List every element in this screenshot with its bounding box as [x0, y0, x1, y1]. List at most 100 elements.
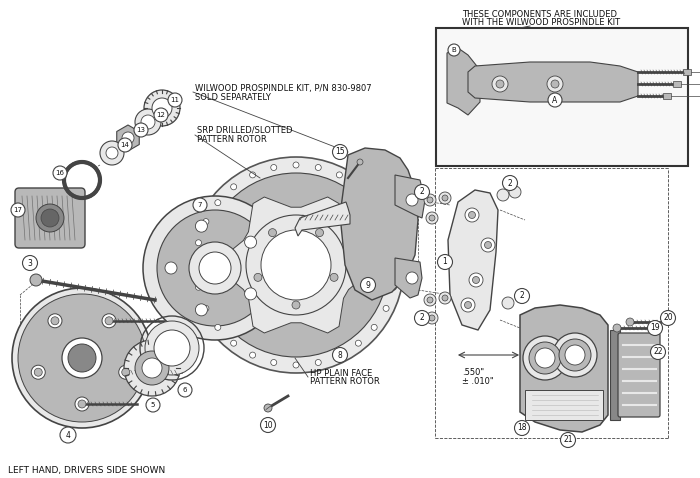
Text: PATTERN ROTOR: PATTERN ROTOR: [197, 134, 267, 143]
Text: 14: 14: [120, 142, 130, 148]
Circle shape: [356, 184, 361, 190]
Text: 1: 1: [442, 258, 447, 267]
Circle shape: [406, 194, 418, 206]
Circle shape: [469, 273, 483, 287]
Text: 5: 5: [150, 402, 155, 408]
Polygon shape: [295, 202, 350, 236]
Circle shape: [535, 348, 555, 368]
Text: HP PLAIN FACE: HP PLAIN FACE: [310, 369, 372, 378]
Bar: [525, 390, 603, 420]
Polygon shape: [340, 148, 418, 300]
Circle shape: [261, 230, 331, 300]
Circle shape: [41, 209, 59, 227]
Text: 2: 2: [419, 187, 424, 196]
Circle shape: [429, 215, 435, 221]
Circle shape: [465, 208, 479, 222]
Circle shape: [141, 115, 155, 129]
Polygon shape: [221, 197, 371, 333]
Circle shape: [193, 198, 207, 212]
Circle shape: [529, 342, 561, 374]
FancyBboxPatch shape: [618, 333, 660, 417]
Circle shape: [152, 98, 172, 118]
Circle shape: [383, 305, 389, 311]
Circle shape: [189, 242, 241, 294]
Circle shape: [332, 144, 347, 160]
Text: 11: 11: [171, 97, 179, 103]
Circle shape: [231, 340, 237, 346]
Circle shape: [68, 344, 96, 372]
Circle shape: [244, 288, 257, 300]
Circle shape: [559, 339, 591, 371]
Circle shape: [199, 252, 231, 284]
Text: 13: 13: [136, 127, 146, 133]
Circle shape: [481, 238, 495, 252]
Bar: [610, 330, 620, 420]
Circle shape: [438, 254, 452, 270]
Circle shape: [102, 314, 116, 328]
Circle shape: [427, 197, 433, 203]
Circle shape: [145, 321, 199, 375]
FancyBboxPatch shape: [15, 188, 85, 248]
Circle shape: [254, 273, 262, 282]
Circle shape: [203, 305, 209, 311]
Circle shape: [484, 241, 491, 249]
Circle shape: [439, 192, 451, 204]
Circle shape: [565, 345, 585, 365]
Circle shape: [168, 93, 182, 107]
Circle shape: [293, 362, 299, 368]
Circle shape: [271, 359, 277, 366]
Circle shape: [144, 90, 180, 126]
Circle shape: [356, 340, 361, 346]
Circle shape: [468, 211, 475, 218]
Circle shape: [124, 340, 180, 396]
Circle shape: [22, 256, 38, 271]
Circle shape: [442, 295, 448, 301]
Circle shape: [461, 298, 475, 312]
Circle shape: [626, 318, 634, 326]
Circle shape: [332, 348, 347, 362]
Circle shape: [18, 294, 146, 422]
Circle shape: [142, 358, 162, 378]
Circle shape: [264, 404, 272, 412]
Text: 18: 18: [517, 424, 526, 433]
Text: 21: 21: [564, 435, 573, 445]
Circle shape: [188, 157, 404, 373]
Circle shape: [414, 311, 430, 326]
Circle shape: [330, 273, 338, 282]
Circle shape: [12, 288, 152, 428]
Circle shape: [30, 274, 42, 286]
Circle shape: [195, 220, 207, 232]
Circle shape: [231, 184, 237, 190]
Circle shape: [48, 314, 62, 328]
Circle shape: [497, 189, 509, 201]
Polygon shape: [448, 190, 498, 330]
Text: 19: 19: [650, 324, 660, 333]
Text: 3: 3: [27, 259, 32, 268]
Polygon shape: [520, 305, 608, 432]
Circle shape: [613, 324, 621, 332]
Circle shape: [195, 240, 202, 246]
Circle shape: [503, 175, 517, 191]
Circle shape: [427, 297, 433, 303]
Circle shape: [473, 276, 480, 283]
Circle shape: [146, 398, 160, 412]
Circle shape: [250, 172, 255, 178]
Bar: [436, 28, 688, 166]
Circle shape: [357, 159, 363, 165]
Circle shape: [661, 311, 676, 326]
Text: .550": .550": [462, 368, 484, 377]
Text: 2: 2: [419, 314, 424, 323]
Circle shape: [315, 164, 321, 171]
Text: 2: 2: [519, 292, 524, 301]
Text: 20: 20: [663, 314, 673, 323]
Text: 9: 9: [365, 281, 370, 290]
Circle shape: [292, 301, 300, 309]
Polygon shape: [395, 258, 422, 298]
Circle shape: [51, 317, 59, 325]
Circle shape: [195, 284, 202, 290]
Circle shape: [119, 365, 133, 379]
Circle shape: [157, 210, 273, 326]
Circle shape: [648, 321, 662, 336]
Circle shape: [34, 368, 42, 376]
Text: 2: 2: [508, 178, 512, 187]
